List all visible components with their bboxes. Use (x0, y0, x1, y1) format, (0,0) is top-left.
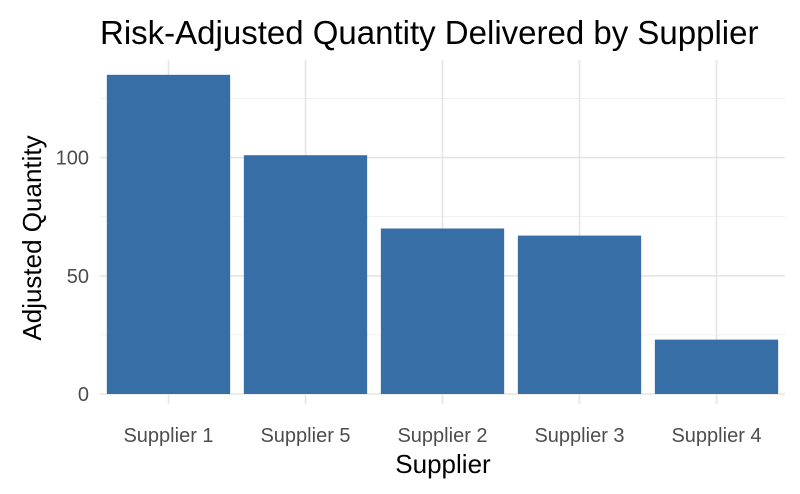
x-axis-title: Supplier (395, 449, 491, 479)
bar-supplier-5 (243, 155, 368, 394)
x-tick-label: Supplier 5 (260, 425, 350, 447)
bars (106, 74, 779, 394)
y-tick-label: 50 (67, 266, 89, 288)
chart-title: Risk-Adjusted Quantity Delivered by Supp… (100, 14, 758, 51)
bar-supplier-1 (106, 74, 231, 394)
x-tick-label: Supplier 2 (397, 425, 487, 447)
y-axis-ticks: 0 50 100 (56, 148, 89, 406)
bar-supplier-4 (654, 339, 779, 394)
x-tick-label: Supplier 4 (671, 425, 761, 447)
x-tick-label: Supplier 3 (534, 425, 624, 447)
bar-supplier-3 (517, 235, 642, 394)
y-axis-title: Adjusted Quantity (17, 135, 47, 340)
y-tick-label: 100 (56, 148, 89, 170)
bar-supplier-2 (380, 228, 505, 394)
y-tick-label: 0 (78, 384, 89, 406)
x-axis-ticks: Supplier 1 Supplier 5 Supplier 2 Supplier 3… (123, 425, 761, 447)
x-tick-label: Supplier 1 (123, 425, 213, 447)
